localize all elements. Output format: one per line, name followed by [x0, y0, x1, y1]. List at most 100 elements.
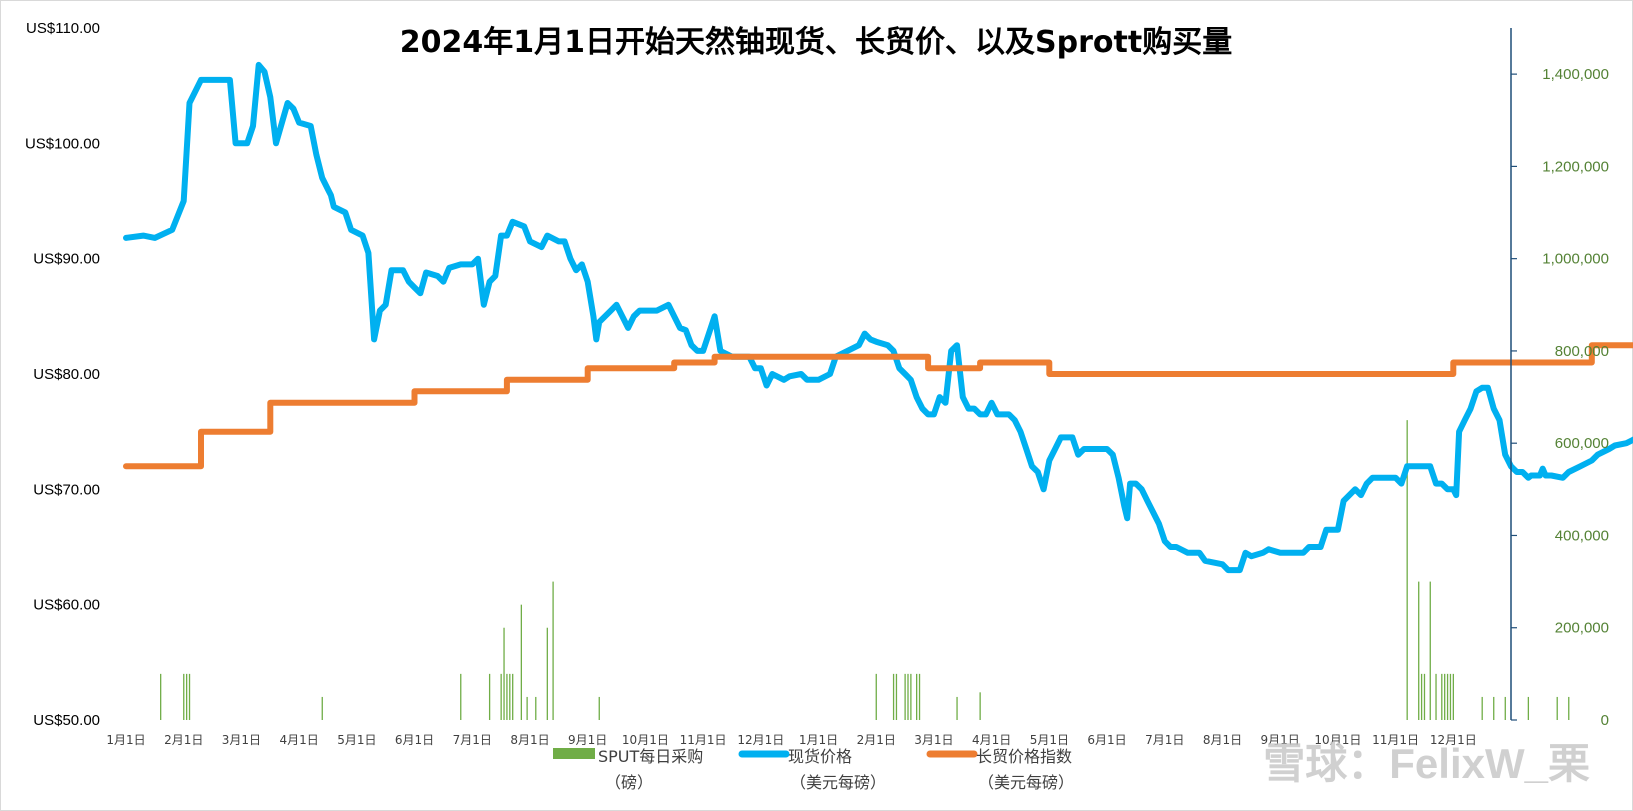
y-right-tick-label: 1,200,000: [1542, 158, 1609, 175]
legend-sub-term: （美元每磅）: [978, 773, 1074, 792]
purchase-bar: [1429, 581, 1431, 720]
purchase-bar: [460, 673, 462, 720]
legend-label-sput: SPUT每日采购: [598, 747, 703, 766]
y-right-tick-label: 600,000: [1555, 435, 1609, 452]
x-tick-label: 1月1日: [799, 733, 838, 747]
x-tick-label: 2月1日: [164, 733, 203, 747]
x-tick-label: 8月1日: [1203, 733, 1242, 747]
purchase-bar: [1452, 673, 1454, 720]
x-tick-label: 12月1日: [737, 733, 784, 747]
purchase-bar: [546, 627, 548, 720]
y-right-tick-label: 1,400,000: [1542, 66, 1609, 83]
purchase-bar: [520, 604, 523, 720]
purchase-bar: [185, 673, 188, 720]
term-price-line: [123, 342, 1633, 470]
x-tick-label: 5月1日: [337, 733, 376, 747]
purchase-bar: [321, 696, 323, 720]
purchase-bar: [183, 673, 185, 720]
legend: SPUT每日采购 （磅） 现货价格 （美元每磅） 长贸价格指数 （美元每磅）: [553, 747, 1074, 792]
x-tick-label: 6月1日: [1087, 733, 1126, 747]
x-tick-label: 8月1日: [510, 733, 549, 747]
purchase-bar: [552, 581, 554, 720]
purchase-bar: [907, 673, 909, 720]
purchase-bar: [509, 673, 511, 720]
purchase-bar: [526, 696, 528, 720]
legend-swatch-sput: [553, 748, 595, 759]
y-left-tick-label: US$60.00: [33, 597, 100, 614]
purchase-bar: [1446, 673, 1449, 720]
y-right-tick-label: 200,000: [1555, 620, 1609, 637]
purchase-bar: [160, 673, 162, 720]
legend-sub-spot: （美元每磅）: [790, 773, 886, 792]
purchase-bar: [918, 673, 921, 720]
y-left-tick-label: US$80.00: [33, 366, 100, 383]
legend-label-spot: 现货价格: [788, 747, 852, 766]
purchase-bar: [1556, 696, 1558, 720]
purchase-bar: [1527, 696, 1530, 720]
x-tick-label: 2月1日: [857, 733, 896, 747]
purchase-bar: [1449, 673, 1452, 720]
purchase-bar: [1568, 696, 1570, 720]
purchase-bar: [979, 692, 981, 720]
x-tick-label: 12月1日: [1430, 733, 1477, 747]
purchase-bar: [1420, 673, 1423, 720]
tick-labels: US$50.00 US$60.00 US$70.00 US$80.00 US$90.00…: [25, 20, 1609, 747]
purchase-bar: [1441, 673, 1443, 720]
purchase-bar: [916, 673, 918, 720]
x-tick-label: 7月1日: [1145, 733, 1184, 747]
purchase-bar: [488, 673, 491, 720]
x-tick-label: 11月1日: [1372, 733, 1419, 747]
legend-sub-sput: （磅）: [605, 773, 653, 792]
legend-label-term: 长贸价格指数: [976, 747, 1072, 766]
purchase-bar: [1444, 673, 1446, 720]
y-left-tick-label: US$100.00: [25, 135, 100, 152]
x-tick-label: 6月1日: [395, 733, 434, 747]
purchase-bar: [598, 696, 600, 720]
y-right-tick-label: 400,000: [1555, 527, 1609, 544]
purchase-bar: [956, 696, 958, 720]
x-tick-label: 3月1日: [914, 733, 953, 747]
x-tick-label: 4月1日: [279, 733, 318, 747]
purchase-bar: [188, 673, 191, 720]
y-left-tick-label: US$70.00: [33, 481, 100, 498]
purchase-bar: [1418, 581, 1420, 720]
x-tick-label: 10月1日: [622, 733, 669, 747]
y-left-tick-label: US$110.00: [26, 20, 100, 37]
purchase-bar: [503, 627, 505, 720]
x-tick-label: 5月1日: [1030, 733, 1069, 747]
purchase-bar: [875, 673, 877, 720]
purchase-bar: [500, 673, 502, 720]
price-lines: [123, 61, 1633, 574]
spot-price-line: [123, 61, 1633, 574]
purchase-bar: [512, 673, 514, 720]
purchase-bar: [535, 696, 537, 720]
x-tick-label: 11月1日: [680, 733, 727, 747]
watermark-text: 雪球：FelixW_栗: [1263, 740, 1590, 787]
purchase-bar: [1481, 696, 1483, 720]
x-tick-label: 3月1日: [222, 733, 261, 747]
y-left-tick-label: US$90.00: [33, 251, 100, 268]
purchase-bar: [1504, 696, 1506, 720]
purchase-bar: [892, 673, 895, 720]
purchase-bar: [904, 673, 906, 720]
y-left-tick-label: US$50.00: [33, 712, 100, 729]
purchase-bar: [506, 673, 508, 720]
chart-title: 2024年1月1日开始天然铀现货、长贸价、以及Sprott购买量: [400, 25, 1232, 60]
purchase-bars: [160, 420, 1570, 720]
purchase-bar: [1423, 673, 1426, 720]
purchase-bar: [1493, 696, 1495, 720]
purchase-bar: [1435, 673, 1437, 720]
x-tick-label: 9月1日: [568, 733, 607, 747]
x-tick-label: 4月1日: [972, 733, 1011, 747]
x-tick-label: 7月1日: [453, 733, 492, 747]
y-right-tick-label: 800,000: [1555, 343, 1609, 360]
y-right-tick-label: 0: [1601, 712, 1609, 729]
purchase-bar: [895, 673, 898, 720]
x-tick-label: 10月1日: [1314, 733, 1361, 747]
x-tick-label: 9月1日: [1261, 733, 1300, 747]
x-tick-label: 1月1日: [106, 733, 145, 747]
y-right-tick-label: 1,000,000: [1542, 251, 1609, 268]
purchase-bar: [910, 673, 912, 720]
purchase-bar: [1406, 420, 1408, 720]
